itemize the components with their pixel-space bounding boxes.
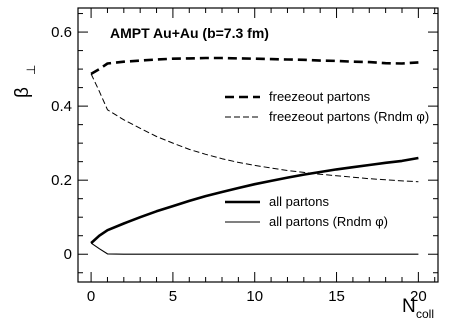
x-axis-label-main: N xyxy=(402,296,416,317)
x-tick-label: 10 xyxy=(246,288,263,305)
y-tick-label: 0.6 xyxy=(51,24,72,41)
x-tick-label: 5 xyxy=(169,288,177,305)
y-tick-label: 0.4 xyxy=(51,98,72,115)
axis-ticks xyxy=(78,8,438,282)
annotation: AMPT Au+Au (b=7.3 fm) xyxy=(110,25,269,41)
series-line-2 xyxy=(90,73,419,183)
series-layer xyxy=(90,56,419,255)
legend-label: all partons (Rndm φ) xyxy=(269,214,388,229)
series-line-1 xyxy=(90,56,419,76)
plot-frame xyxy=(77,7,439,283)
x-tick-label: 20 xyxy=(410,288,427,305)
legend-label: freezeout partons (Rndm φ) xyxy=(269,109,429,124)
x-tick-label: 0 xyxy=(87,288,95,305)
y-tick-label: 0.2 xyxy=(51,172,72,189)
series-line-3 xyxy=(90,156,419,245)
x-tick-label: 15 xyxy=(328,288,345,305)
series-line-4 xyxy=(90,242,419,255)
tick-labels: 0 5 10 15 20 0 0.2 0.4 0.6 xyxy=(51,24,427,305)
y-axis-label-main: β xyxy=(12,87,33,98)
x-axis-label-sub: coll xyxy=(416,307,434,321)
y-tick-label: 0 xyxy=(64,246,72,263)
y-axis-label: β xyxy=(12,87,33,98)
y-axis-label-sub: ⊥ xyxy=(24,65,38,75)
legend-label: freezeout partons xyxy=(269,89,371,104)
legend: freezeout partons freezeout partons (Rndm… xyxy=(225,89,429,229)
legend-label: all partons xyxy=(269,194,329,209)
